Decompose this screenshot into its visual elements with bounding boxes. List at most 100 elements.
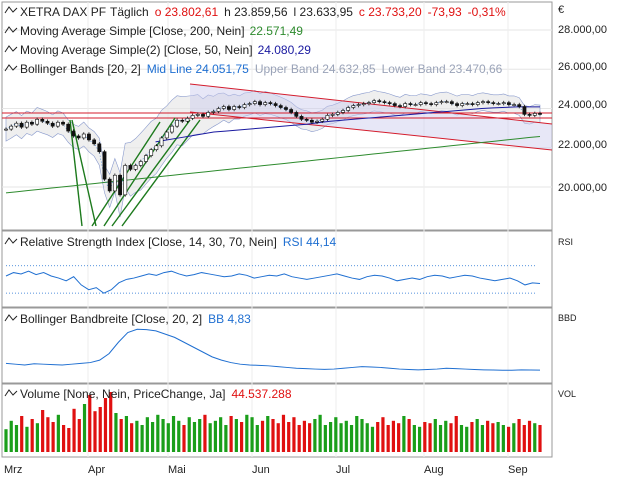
candle: [71, 129, 76, 138]
bbw-panel-frame: [1, 307, 553, 384]
candle: [506, 100, 511, 107]
candle: [211, 109, 216, 115]
volume-bar: [56, 414, 60, 452]
candle: [237, 104, 242, 110]
volume-bar: [302, 420, 307, 452]
volume-bar: [234, 419, 238, 452]
volume-bar: [140, 425, 144, 452]
candle-body: [491, 102, 496, 104]
candle: [159, 136, 164, 148]
candle: [201, 112, 205, 119]
bbw-tag: BBD: [558, 313, 577, 323]
candle: [532, 111, 537, 118]
candle: [335, 110, 340, 117]
candle-body: [159, 137, 164, 147]
y-tick-label: 20.000,00: [558, 182, 607, 194]
candle-body: [320, 118, 325, 122]
x-axis: Mrz Apr Mai Jun Jul Aug Sep: [4, 464, 528, 476]
candle: [346, 105, 351, 113]
candle: [289, 107, 294, 115]
candle-body: [408, 103, 413, 105]
candle-body: [449, 101, 454, 104]
candle: [14, 121, 19, 128]
volume-bar: [386, 425, 390, 452]
candle-body: [128, 165, 133, 170]
volume-bar: [161, 419, 165, 452]
volume-bar: [119, 419, 123, 452]
currency-tag: €: [558, 4, 564, 16]
candle-body: [294, 112, 299, 117]
candle: [144, 153, 148, 164]
volume-bar: [407, 419, 411, 452]
candle: [133, 163, 138, 172]
candle: [418, 100, 423, 107]
candle: [367, 100, 371, 106]
candle: [517, 102, 522, 109]
candle-body: [398, 105, 402, 107]
volume-bar: [470, 422, 474, 452]
volume-bar: [98, 407, 102, 452]
candle-body: [434, 102, 439, 105]
candle: [424, 100, 428, 106]
volume-bar: [297, 425, 301, 452]
candle: [460, 101, 465, 108]
volume-bar: [417, 426, 422, 452]
candle-body: [439, 101, 444, 103]
candle: [278, 103, 283, 110]
volume-bar: [475, 419, 479, 452]
volume-bar: [444, 420, 448, 452]
candle: [320, 117, 325, 124]
candle-body: [418, 102, 423, 105]
candle-body: [24, 121, 29, 128]
ma50-value: 24.080,29: [258, 43, 312, 57]
candle-body: [66, 123, 71, 132]
candle: [377, 98, 382, 104]
fan-line: [121, 119, 201, 227]
candle: [24, 120, 29, 129]
candle-body: [486, 101, 491, 103]
volume-bar: [41, 410, 45, 452]
volume-label: Volume [None, Nein, PriceChange, Ja]: [20, 387, 225, 401]
candle-body: [211, 111, 216, 113]
volume-bar: [203, 414, 207, 452]
volume-bar: [491, 423, 495, 452]
candle-body: [149, 149, 154, 156]
volume-bar: [103, 398, 108, 452]
line-chart-icon: [4, 389, 18, 397]
candle: [102, 149, 107, 181]
candle-body: [351, 105, 356, 108]
volume-bar: [381, 417, 385, 452]
volume-bar: [260, 420, 265, 452]
candle: [149, 147, 154, 158]
candle-body: [40, 118, 45, 122]
line-chart-icon: [4, 314, 18, 322]
candle: [382, 99, 387, 105]
volume-bar: [370, 426, 375, 452]
candle-body: [465, 103, 470, 105]
low-value: l 23.633,95: [294, 5, 354, 19]
candle-body: [496, 103, 501, 105]
candle-body: [278, 105, 283, 108]
volume-bar: [292, 417, 296, 452]
volume-bar: [533, 423, 537, 452]
volume-bar: [496, 422, 500, 452]
candle-body: [392, 103, 397, 106]
candle-body: [481, 101, 485, 103]
volume-bar: [391, 420, 396, 452]
candle-body: [14, 122, 19, 127]
volume-bar: [114, 413, 118, 452]
volume-bar: [522, 425, 526, 452]
candle-body: [61, 121, 65, 125]
candle: [486, 99, 491, 105]
candle-body: [522, 106, 527, 115]
volume-bar: [171, 416, 176, 452]
candle: [128, 163, 133, 172]
line-chart-icon: [4, 45, 18, 53]
candle: [190, 113, 195, 121]
volume-bar: [177, 420, 181, 452]
candle: [284, 105, 288, 112]
rsi-legend: Relative Strength Index [Close, 14, 30, …: [20, 235, 337, 249]
candle-body: [97, 143, 102, 152]
candle-body: [19, 122, 24, 128]
volume-bar: [30, 419, 34, 452]
